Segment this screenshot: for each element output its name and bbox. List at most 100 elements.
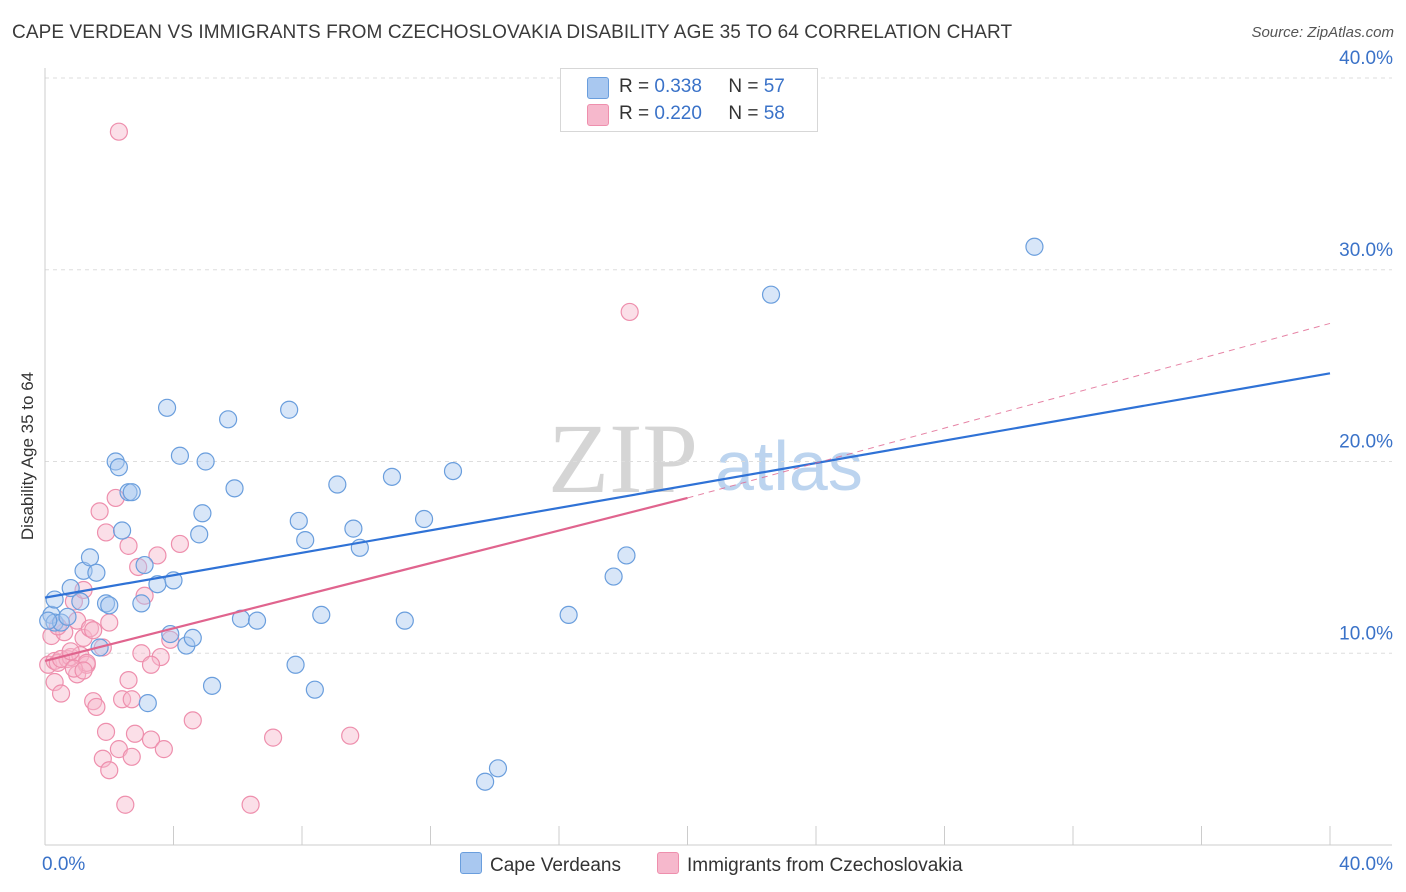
legend-swatch-pink [657,852,679,874]
cape-verdean-point [122,483,141,502]
legend-item-cape-verdeans: Cape Verdeans [460,852,621,876]
czechoslovakia-point [96,523,116,542]
czechoslovakia-point [241,795,260,814]
czechoslovakia-point [109,122,128,141]
trend-lines [44,322,1331,662]
legend-swatch-pink [587,104,609,126]
czechoslovakia-point [141,730,161,749]
correlation-legend: R = 0.338 N = 57 R = 0.220 N = 58 [560,68,818,132]
czechoslovakia-point [87,697,106,717]
legend-swatch-blue [460,852,482,874]
czechoslovakia-point [148,546,167,565]
czechoslovakia-point [263,728,283,747]
czechoslovakia-point [74,628,93,648]
cape-verdean-point [286,655,305,674]
chart-title: CAPE VERDEAN VS IMMIGRANTS FROM CZECHOSL… [12,22,1013,43]
cape-verdean-point [183,628,202,648]
czechoslovakia-point [170,534,190,554]
czechoslovakia-point [620,302,639,322]
y-tick-label: 20.0% [1339,432,1393,453]
r-value: 0.338 [654,76,702,97]
czechoslovakia-point [341,726,360,745]
czechoslovakia-point [100,761,119,780]
x-tick-label: 0.0% [42,854,85,875]
cape-verdean-point [312,605,331,625]
legend-label: Cape Verdeans [490,855,621,876]
series-immigrants-czechoslovakia-points [39,122,639,814]
source-label: Source: ZipAtlas.com [1251,24,1394,41]
cape-verdean-point [225,479,244,498]
cape-verdean-point [80,548,100,567]
cape-verdean-point [96,594,116,613]
cape-verdean-point [196,452,215,471]
cape-verdean-point [219,410,238,429]
axes [44,68,1392,846]
czechoslovakia-point [119,670,138,690]
watermark: ZIP atlas [548,403,863,514]
cape-verdean-point [382,467,402,486]
cape-verdean-point [280,400,299,419]
czechoslovakia-point [154,740,173,759]
cape-verdean-point [132,594,151,613]
y-tick-label: 10.0% [1339,623,1393,644]
czechoslovakia-point [122,747,141,766]
cape-verdean-point [109,458,128,477]
cape-verdean-point [190,525,209,544]
trend-line-czechoslovakia-extended [687,322,1331,499]
cape-verdean-point [135,555,154,575]
cape-verdean-point [296,531,315,550]
czechoslovakia-point [80,619,100,638]
r-label: R = [619,103,650,124]
cape-verdean-point [247,611,267,630]
series-cape-verdeans-points [39,237,1044,791]
cape-verdean-point [559,605,578,625]
cape-verdean-point [414,509,434,529]
cape-verdean-point [289,511,308,531]
r-label: R = [619,76,650,97]
cape-verdean-point [112,521,132,540]
legend-label: Immigrants from Czechoslovakia [687,855,963,876]
cape-verdean-point [617,546,636,565]
czechoslovakia-point [183,711,202,730]
cape-verdean-point [202,676,222,695]
cape-verdean-point [761,285,781,304]
cape-verdean-point [100,596,119,615]
cape-verdean-point [344,519,363,538]
czechoslovakia-point [122,690,141,709]
x-tick-labels: 0.0% 40.0% [42,854,1393,875]
cape-verdean-point [395,611,414,630]
cape-verdean-point [193,504,212,523]
cape-verdean-point [58,607,77,626]
trend-line-czechoslovakia [44,496,688,662]
cape-verdean-point [443,461,463,481]
cape-verdean-point [1025,237,1044,256]
cape-verdean-point [305,680,324,699]
czechoslovakia-point [129,557,148,577]
trend-line-cape-verdeans [44,372,1331,599]
czechoslovakia-point [119,536,138,555]
r-value: 0.220 [654,103,702,124]
czechoslovakia-point [151,647,170,667]
cape-verdean-point [157,398,177,417]
cape-verdean-point [328,475,347,494]
y-tick-label: 30.0% [1339,240,1393,261]
n-value: 58 [763,103,785,124]
cape-verdean-point [138,694,157,713]
cape-verdean-point [488,759,508,778]
czechoslovakia-point [84,621,103,640]
legend-item-immigrants-czechoslovakia: Immigrants from Czechoslovakia [657,852,963,876]
czechoslovakia-point [84,692,103,711]
cape-verdean-point [106,452,125,471]
czechoslovakia-point [125,724,145,743]
czechoslovakia-point [90,502,109,521]
czechoslovakia-point [116,795,135,814]
czechoslovakia-point [61,642,80,661]
cape-verdean-point [71,592,90,611]
czechoslovakia-point [112,690,132,709]
n-label: N = [728,103,759,124]
czechoslovakia-point [74,661,93,680]
cape-verdean-point [476,772,495,791]
watermark-zip: ZIP [548,403,698,514]
n-value: 57 [763,76,785,97]
